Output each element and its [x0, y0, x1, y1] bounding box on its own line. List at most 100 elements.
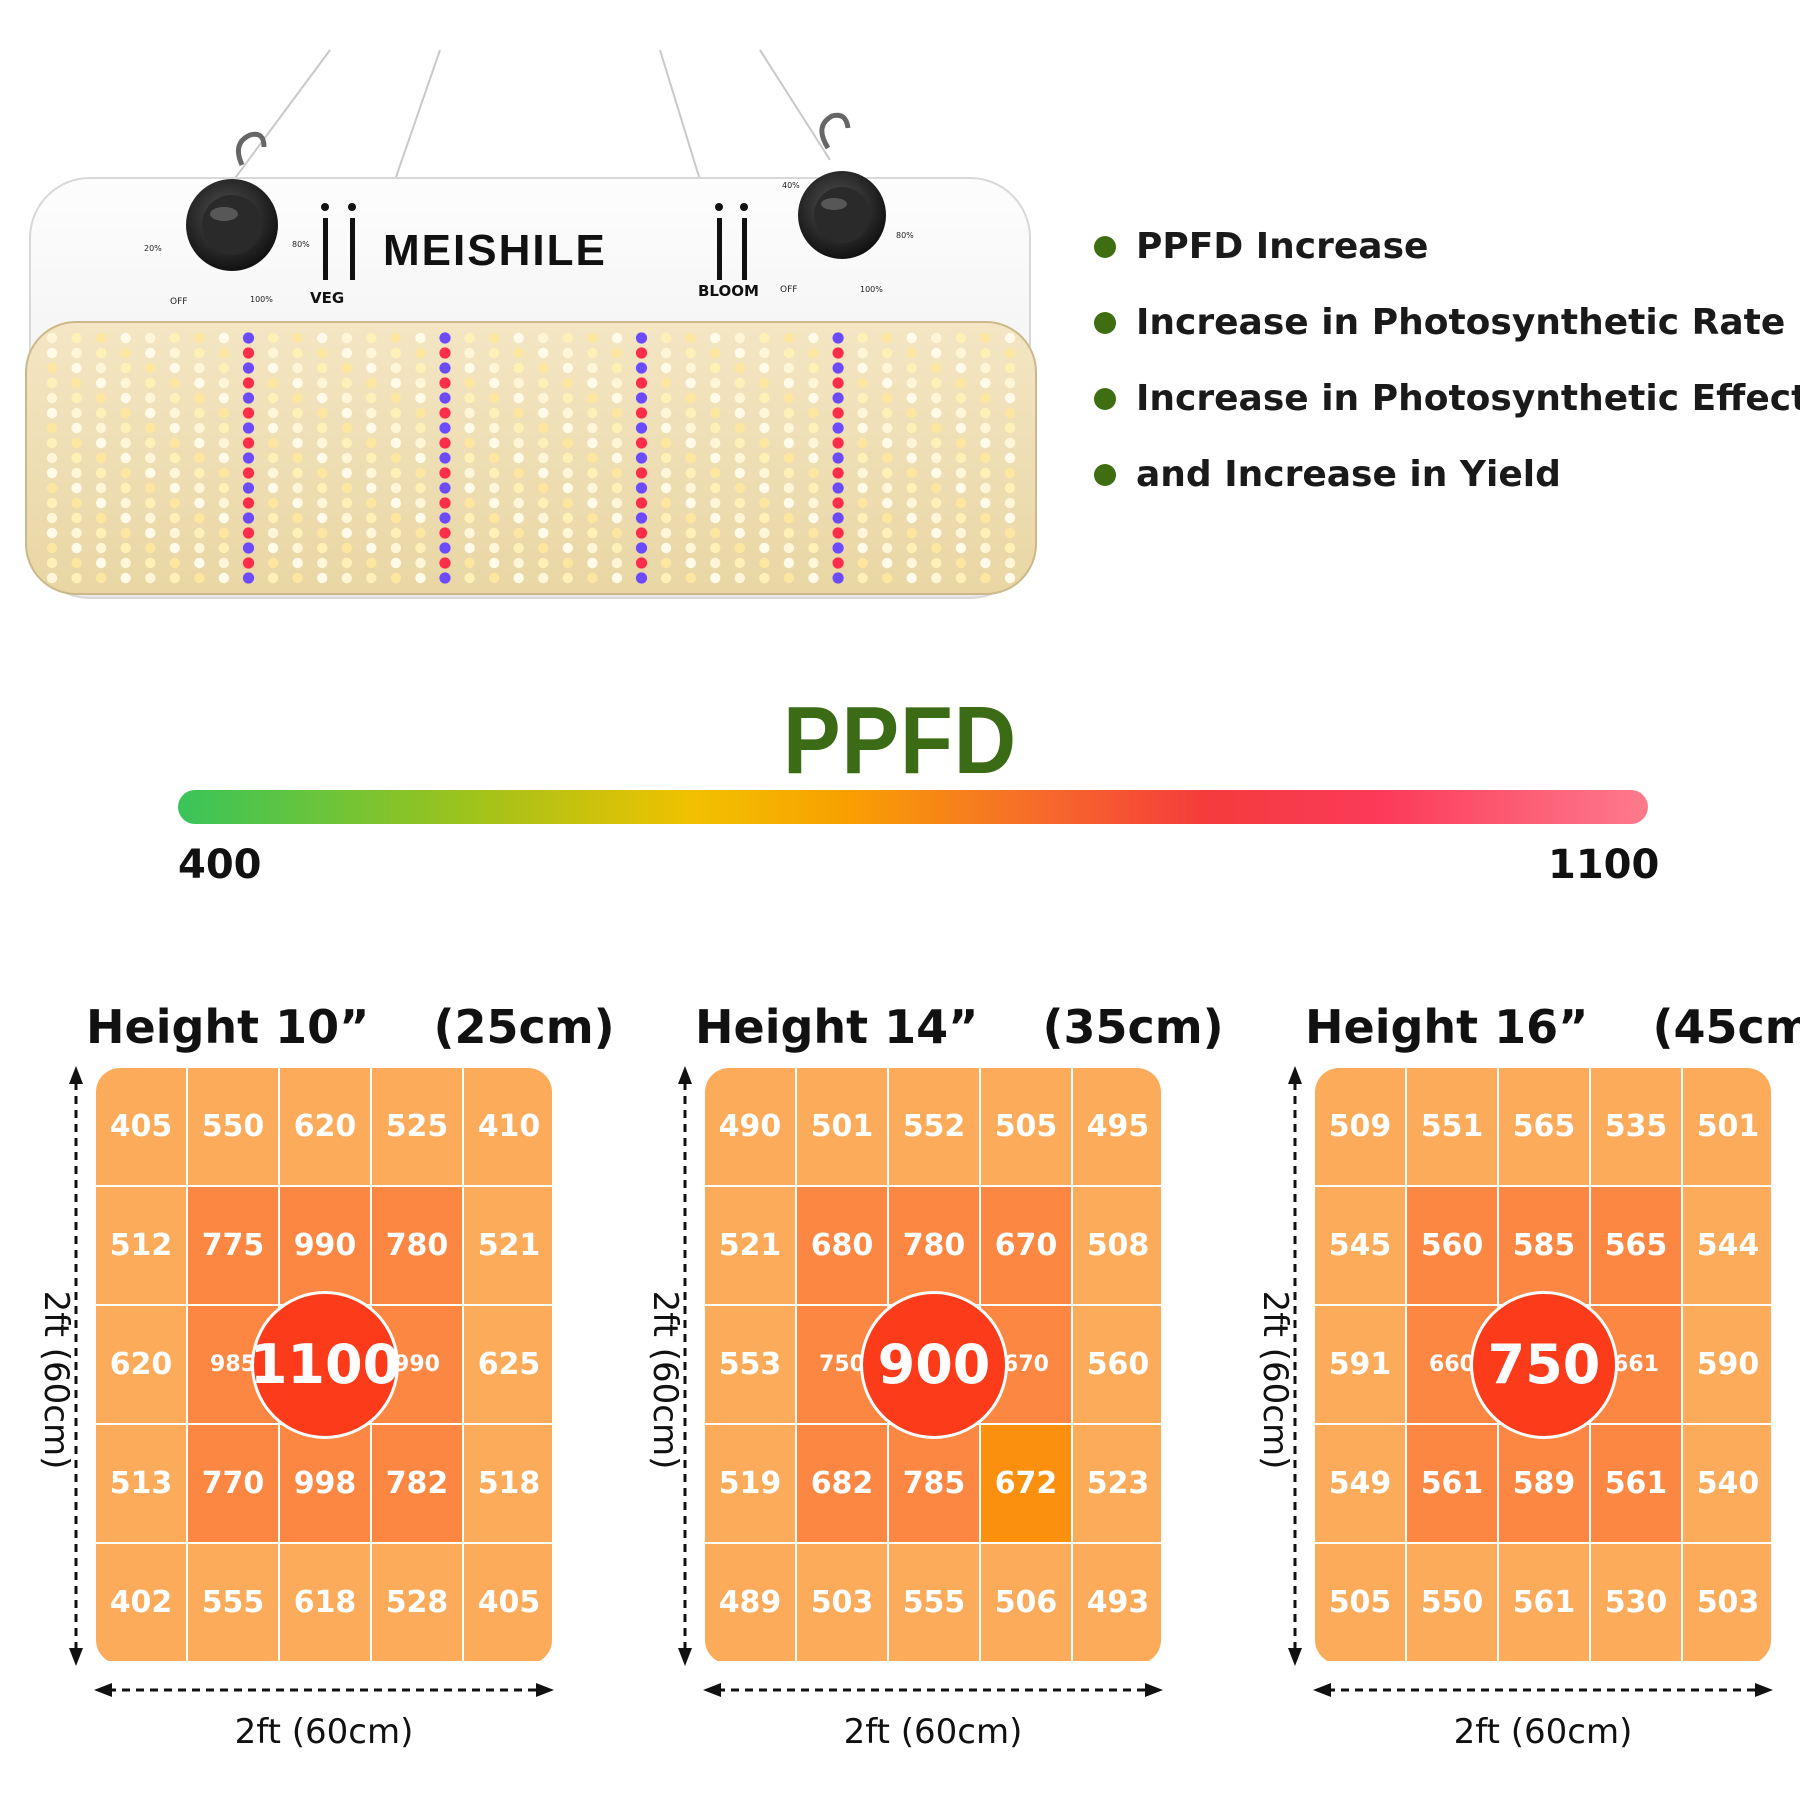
led-dot: [710, 437, 721, 449]
led-dot: [931, 347, 942, 359]
led-dot: [611, 362, 623, 374]
led-dot: [808, 572, 819, 584]
led-dot: [906, 482, 917, 494]
led-dot: [317, 347, 328, 359]
led-dot: [464, 452, 475, 464]
led-dot: [194, 557, 205, 569]
ppfd-cell: 591: [1315, 1306, 1405, 1423]
led-dot: [390, 362, 402, 374]
led-dot: [95, 437, 107, 449]
led-dot: [390, 437, 402, 449]
led-dot: [783, 362, 795, 374]
ppfd-cell: 513: [96, 1425, 186, 1542]
led-dot: [464, 377, 475, 389]
led-dot: [808, 362, 819, 374]
led-dot: [562, 422, 573, 434]
led-dot: [489, 392, 500, 404]
feature-text: and Increase in Yield: [1136, 454, 1561, 495]
led-dot: [832, 467, 844, 479]
led-dot: [267, 527, 279, 539]
led-dot: [95, 482, 107, 494]
ppfd-cell: 590: [1683, 1306, 1771, 1423]
width-dimension-arrow: [94, 1683, 554, 1697]
led-dot: [635, 527, 648, 539]
led-dot: [832, 392, 844, 404]
height-dimension-arrow: [1288, 1066, 1302, 1666]
led-dot: [513, 527, 524, 539]
led-dot: [1004, 437, 1016, 449]
ppfd-cell: 775: [188, 1187, 278, 1304]
led-dot: [955, 347, 967, 359]
led-dot: [710, 527, 721, 539]
led-dot: [46, 467, 58, 479]
led-dot: [218, 482, 230, 494]
led-dot: [734, 512, 745, 524]
led-dot: [194, 437, 205, 449]
led-dot: [317, 572, 328, 584]
led-dot: [980, 512, 991, 524]
led-dot: [464, 467, 475, 479]
led-dot: [1004, 497, 1016, 509]
led-dot: [857, 422, 868, 434]
ppfd-grid: 490 501 552 505 495 521 680 780 670 508 553 750 670 5…: [705, 1068, 1161, 1664]
led-dot: [145, 392, 156, 404]
led-dot: [95, 557, 107, 569]
led-dot: [489, 572, 500, 584]
led-dot: [734, 332, 745, 344]
led-dot: [1004, 527, 1016, 539]
led-dot: [317, 542, 328, 554]
led-dot: [95, 392, 107, 404]
led-dot: [267, 407, 279, 419]
led-dot: [194, 377, 205, 389]
led-dot: [611, 377, 623, 389]
led-dot: [95, 572, 107, 584]
led-dot: [46, 422, 58, 434]
led-dot: [660, 347, 672, 359]
led-dot: [341, 347, 352, 359]
led-dot: [415, 512, 426, 524]
led-dot: [415, 422, 426, 434]
led-dot: [882, 542, 893, 554]
led-dot: [317, 437, 328, 449]
led-dot: [317, 497, 328, 509]
led-dot: [169, 467, 180, 479]
led-dot: [415, 557, 426, 569]
led-dot: [390, 377, 402, 389]
led-dot: [808, 407, 819, 419]
led-dot: [489, 557, 500, 569]
led-dot: [1004, 467, 1016, 479]
led-dot: [1004, 332, 1016, 344]
led-dot: [538, 467, 549, 479]
led-dot: [194, 497, 205, 509]
led-dot: [317, 527, 328, 539]
led-dot: [464, 572, 475, 584]
led-dot: [759, 497, 770, 509]
led-dot: [980, 497, 991, 509]
led-dot: [857, 437, 868, 449]
led-dot: [955, 467, 967, 479]
led-dot: [71, 362, 82, 374]
ppfd-cell: 525: [372, 1068, 462, 1185]
led-dot: [390, 347, 402, 359]
led-dot: [513, 452, 524, 464]
led-dot: [415, 542, 426, 554]
led-dot: [587, 347, 598, 359]
led-dot: [611, 467, 623, 479]
led-dot: [415, 347, 426, 359]
led-dot: [808, 527, 819, 539]
led-dot: [46, 572, 58, 584]
led-dot: [710, 467, 721, 479]
led-dot: [169, 332, 180, 344]
led-dot: [366, 512, 377, 524]
led-dot: [660, 467, 672, 479]
led-dot: [145, 557, 156, 569]
width-dimension-label: 2ft (60cm): [843, 1712, 1023, 1752]
led-dot: [955, 422, 967, 434]
led-dot: [415, 377, 426, 389]
led-dot: [46, 452, 58, 464]
led-dot: [267, 437, 279, 449]
led-dot: [882, 407, 893, 419]
led-dot: [857, 512, 868, 524]
led-dot: [980, 332, 991, 344]
ppfd-cell: 509: [1315, 1068, 1405, 1185]
